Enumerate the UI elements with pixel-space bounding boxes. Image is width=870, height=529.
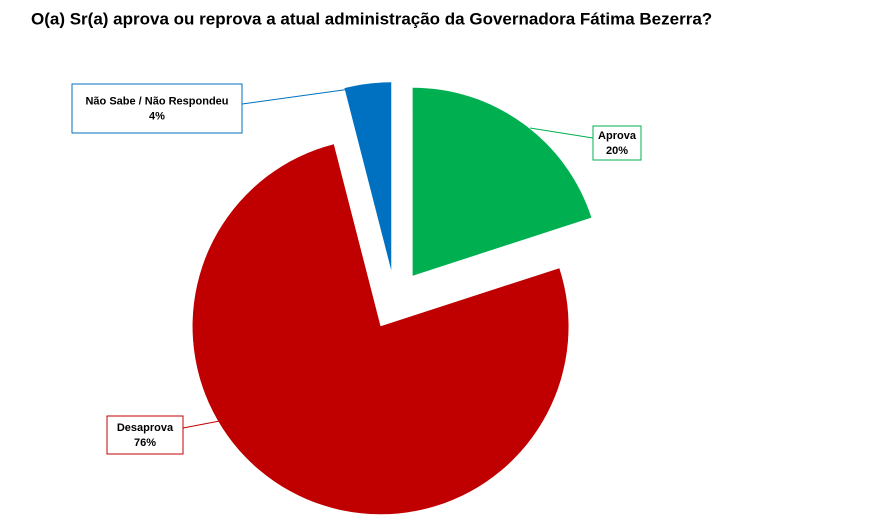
value-label: 4% [149,110,165,122]
pie-slice [192,144,569,515]
category-label: Aprova [598,130,637,142]
label-box [592,125,642,161]
label-box [71,83,243,134]
value-label: 76% [134,437,156,449]
category-label: Não Sabe / Não Respondeu [85,95,228,107]
pie-slice [344,82,392,271]
chart-title: O(a) Sr(a) aprova ou reprova a atual adm… [31,9,712,28]
leader-line [241,85,373,105]
label-box [106,415,184,455]
category-label: Desaprova [117,422,174,434]
value-label: 20% [606,145,628,157]
pie-slice [412,87,592,276]
leader-line [529,127,594,139]
leader-line [182,419,226,429]
